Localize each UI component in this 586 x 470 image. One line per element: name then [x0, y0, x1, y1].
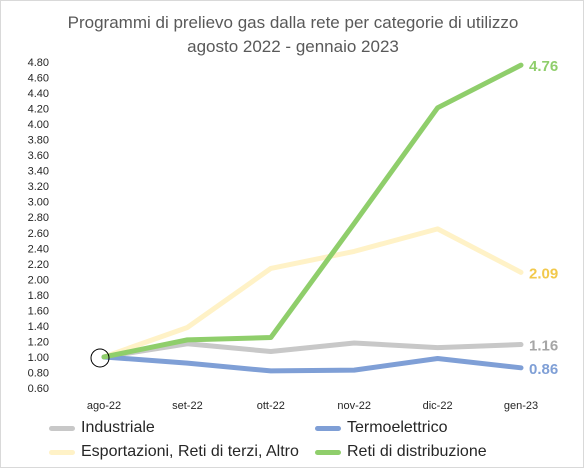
- x-tick-label: ago-22: [87, 400, 121, 412]
- x-tick-label: gen-23: [504, 400, 538, 412]
- y-tick-label: 3.40: [28, 166, 49, 178]
- series-line-esportazioni: [101, 226, 524, 360]
- y-tick-label: 3.00: [28, 197, 49, 209]
- y-tick-label: 2.00: [28, 274, 49, 286]
- series-line-reti: [101, 62, 524, 360]
- y-tick-label: 0.80: [28, 367, 49, 379]
- y-tick-label: 4.20: [28, 104, 49, 116]
- y-tick-label: 3.20: [28, 181, 49, 193]
- y-tick-label: 3.60: [28, 150, 49, 162]
- legend-swatch-reti: [315, 449, 341, 455]
- y-tick-label: 1.60: [28, 305, 49, 317]
- y-tick-label: 4.40: [28, 88, 49, 100]
- y-tick-label: 1.00: [28, 352, 49, 364]
- x-tick-label: ott-22: [257, 400, 285, 412]
- line-chart: 4.80 4.60 4.40 4.20 4.00 3.80 3.60 3.40 3.20 3.00…: [28, 57, 559, 412]
- y-tick-label: 4.80: [28, 57, 49, 69]
- legend-swatch-industriale: [49, 425, 75, 431]
- legend-label-industriale: Industriale: [81, 419, 155, 436]
- end-label-esportazioni: 2.09: [529, 265, 558, 282]
- legend-label-reti: Reti di distribuzione: [347, 443, 487, 460]
- start-point-circle-annotation: [90, 348, 110, 368]
- y-tick-label: 2.60: [28, 228, 49, 240]
- y-tick-label: 1.40: [28, 321, 49, 333]
- end-label-reti: 4.76: [529, 58, 558, 75]
- legend-label-esportazioni: Esportazioni, Reti di terzi, Altro: [81, 443, 299, 460]
- chart-title: Programmi di prelievo gas dalla rete per…: [67, 13, 519, 32]
- y-tick-label: 4.00: [28, 119, 49, 131]
- legend-item-esportazioni: Esportazioni, Reti di terzi, Altro: [49, 443, 299, 461]
- y-tick-label: 3.80: [28, 135, 49, 147]
- y-tick-label: 2.20: [28, 259, 49, 271]
- y-tick-label: 0.60: [28, 383, 49, 395]
- end-label-industriale: 1.16: [529, 338, 558, 355]
- legend-swatch-esportazioni: [49, 449, 75, 455]
- legend-item-industriale: Industriale: [49, 419, 155, 437]
- y-tick-label: 1.80: [28, 290, 49, 302]
- y-tick-label: 4.60: [28, 73, 49, 85]
- x-tick-label: set-22: [172, 400, 203, 412]
- chart-subtitle: agosto 2022 - gennaio 2023: [187, 37, 399, 56]
- x-tick-label: nov-22: [337, 400, 371, 412]
- end-label-termoelettrico: 0.86: [529, 361, 558, 378]
- legend-swatch-termoelettrico: [315, 425, 341, 431]
- x-tick-label: dic-22: [423, 400, 453, 412]
- legend-label-termoelettrico: Termoelettrico: [347, 419, 448, 436]
- series-line-termoelettrico: [101, 354, 524, 374]
- legend-item-reti: Reti di distribuzione: [315, 443, 487, 461]
- y-tick-label: 2.80: [28, 212, 49, 224]
- y-tick-label: 2.40: [28, 243, 49, 255]
- y-tick-label: 1.20: [28, 336, 49, 348]
- legend-item-termoelettrico: Termoelettrico: [315, 419, 447, 437]
- series-line-industriale: [101, 340, 524, 360]
